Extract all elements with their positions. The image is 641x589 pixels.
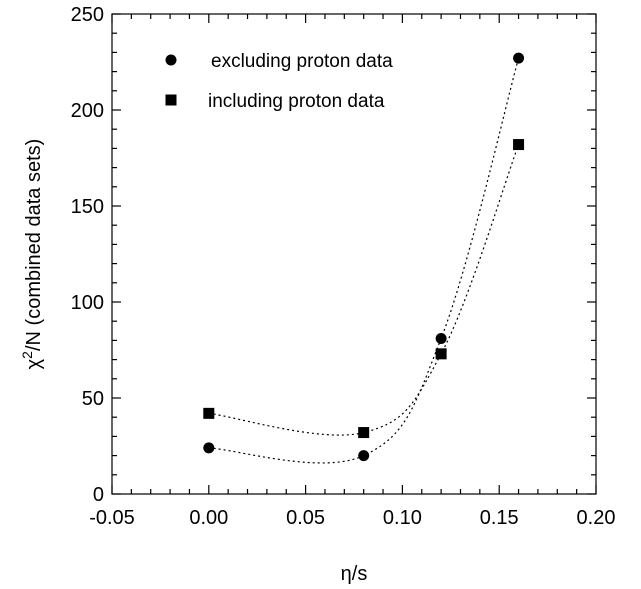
axis-ticks [111, 13, 597, 495]
legend-marker-circle [165, 54, 177, 66]
series-curves [208, 58, 520, 464]
data-point-circle [358, 450, 370, 462]
x-tick-label: 0.20 [577, 507, 616, 529]
series-markers [203, 52, 525, 462]
data-point-square [513, 139, 525, 151]
series-curve-1 [208, 58, 520, 464]
data-point-square [358, 427, 370, 439]
y-tick-label: 50 [82, 388, 104, 410]
tick-labels: -0.05 0.00 0.05 0.10 0.15 0.20 0 50 100 150 200 250 [71, 4, 616, 529]
y-axis-label: χ2/N (combined data sets) [19, 139, 45, 370]
data-point-square [435, 348, 447, 360]
x-tick-label: 0.00 [189, 507, 228, 529]
legend: excluding proton data including proton da… [165, 51, 393, 112]
legend-label: excluding proton data [211, 51, 393, 72]
y-tick-label: 200 [71, 100, 104, 122]
x-axis-label: η/s [341, 563, 368, 585]
x-tick-label: -0.05 [89, 507, 135, 529]
x-tick-label: 0.15 [480, 507, 519, 529]
data-point-circle [203, 442, 215, 454]
legend-marker-square [165, 94, 177, 106]
x-tick-label: 0.05 [286, 507, 325, 529]
legend-label: including proton data [208, 91, 385, 112]
y-tick-label: 0 [93, 484, 104, 506]
series-curve-2 [208, 144, 520, 436]
y-tick-label: 100 [71, 292, 104, 314]
y-tick-label: 250 [71, 4, 104, 26]
data-point-circle [435, 332, 447, 344]
y-axis-label-superscript: 2 [19, 351, 35, 359]
x-tick-label: 0.10 [383, 507, 422, 529]
plot-frame [111, 13, 597, 495]
y-tick-label: 150 [71, 196, 104, 218]
y-axis-label-rest: /N (combined data sets) [23, 139, 45, 351]
data-point-square [203, 407, 215, 419]
y-axis-label-chi: χ [23, 358, 45, 369]
data-point-circle [513, 52, 525, 64]
